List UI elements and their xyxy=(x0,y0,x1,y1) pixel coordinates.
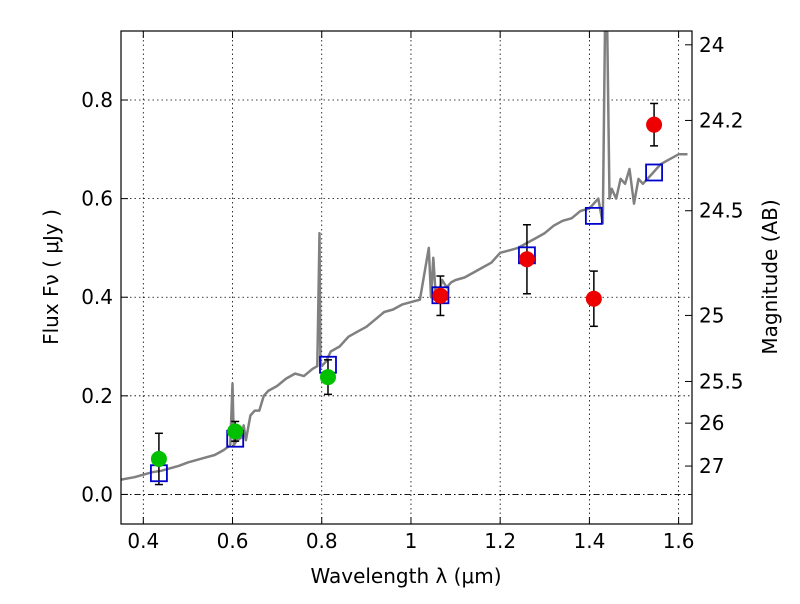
x-tick-label: 1.4 xyxy=(573,529,605,553)
plot-background xyxy=(121,31,692,524)
spectrum-line xyxy=(121,31,688,481)
data-layer xyxy=(121,31,688,486)
x-tick-label: 1 xyxy=(405,529,418,553)
x-tick-label: 0.8 xyxy=(306,529,338,553)
tick-layer: 0.4 0.6 0.8 1 1.2 1.4 1.6 0.0 0.2 0.4 0.6 0.8 27 26 25… xyxy=(81,31,744,553)
right-tick-label: 24.2 xyxy=(699,108,744,132)
right-tick-label: 25.5 xyxy=(699,369,744,393)
observed-point xyxy=(518,251,535,268)
y-tick-label: 0.0 xyxy=(81,482,113,506)
model-square-marker xyxy=(584,206,603,225)
y-tick-label: 0.6 xyxy=(81,187,113,211)
y-tick-label: 0.4 xyxy=(81,285,113,309)
y-tick-label: 0.2 xyxy=(81,384,113,408)
plot-frame xyxy=(120,30,693,525)
model-square-marker xyxy=(645,163,663,182)
observed-point xyxy=(150,450,167,467)
y-tick-label: 0.8 xyxy=(81,88,113,112)
x-axis-label: Wavelength λ (μm) xyxy=(310,564,501,588)
right-axis-label: Magnitude (AB) xyxy=(758,199,782,354)
observed-point xyxy=(319,369,336,386)
right-tick-label: 24 xyxy=(699,33,724,57)
right-tick-label: 27 xyxy=(699,454,724,478)
x-tick-label: 0.6 xyxy=(217,529,249,553)
y-axis-label: Flux Fν ( μJy ) xyxy=(39,209,63,345)
x-tick-label: 1.2 xyxy=(484,529,516,553)
x-tick-label: 1.6 xyxy=(663,529,695,553)
observed-point xyxy=(432,287,449,304)
right-tick-label: 25 xyxy=(699,303,724,327)
observed-point xyxy=(646,116,663,133)
x-tick-label: 0.4 xyxy=(127,529,159,553)
observed-point xyxy=(585,290,602,307)
observed-point xyxy=(227,423,244,440)
right-tick-label: 24.5 xyxy=(699,199,744,223)
right-tick-label: 26 xyxy=(699,411,724,435)
